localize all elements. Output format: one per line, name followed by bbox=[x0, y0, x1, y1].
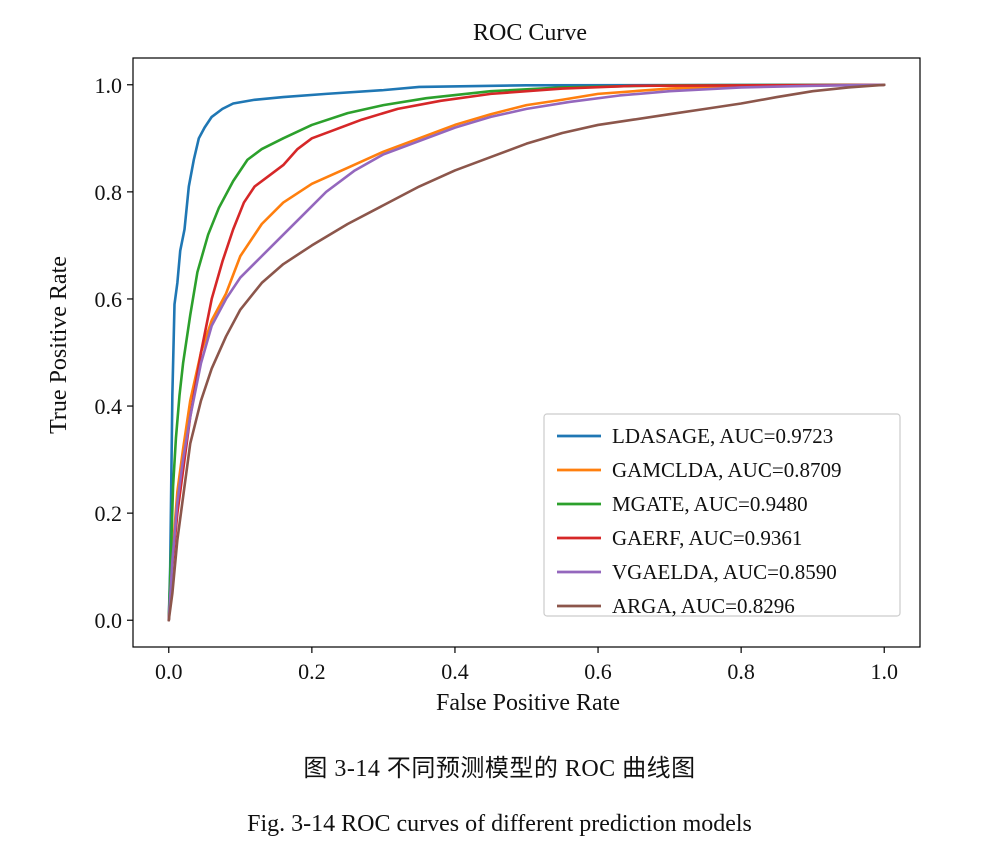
legend-items: LDASAGE, AUC=0.9723 GAMCLDA, AUC=0.8709 MG… bbox=[557, 424, 841, 618]
figure-caption-chinese: 图 3-14 不同预测模型的 ROC 曲线图 bbox=[303, 756, 696, 782]
x-tick-label: 0.8 bbox=[727, 659, 755, 684]
legend-box bbox=[543, 413, 901, 617]
y-axis-title: True Positive Rate bbox=[46, 256, 72, 434]
legend-label-1: LDASAGE, AUC=0.9723 bbox=[612, 424, 833, 448]
chart-title: ROC Curve bbox=[473, 20, 587, 46]
x-tick-label: 1.0 bbox=[870, 659, 898, 684]
y-tick-label: 0.4 bbox=[95, 394, 123, 419]
series-line-2 bbox=[167, 83, 886, 622]
legend-label-6: ARGA, AUC=0.8296 bbox=[612, 594, 795, 618]
legend-label-4: GAERF, AUC=0.9361 bbox=[612, 526, 802, 550]
series-line-6 bbox=[167, 83, 886, 622]
series-line-3 bbox=[167, 83, 886, 622]
series-line-1 bbox=[167, 83, 886, 622]
y-tick-label: 0.6 bbox=[95, 287, 123, 312]
ticks-layer: 0.0 0.2 0.4 0.6 0.8 1.0 0.0 0.2 0.4 0.6 0.8 1.0 bbox=[95, 73, 898, 684]
series-layer bbox=[167, 83, 886, 622]
x-tick-label: 0.2 bbox=[298, 659, 326, 684]
legend-label-2: GAMCLDA, AUC=0.8709 bbox=[612, 458, 841, 482]
figure-caption-english: Fig. 3-14 ROC curves of different predic… bbox=[247, 811, 752, 837]
roc-chart: ROC Curve 0.0 0.2 0.4 0.6 0.8 1.0 0.0 0.2 0.4 0.6… bbox=[46, 20, 921, 716]
y-tick-label: 0.8 bbox=[95, 180, 123, 205]
x-tick-label: 0.4 bbox=[441, 659, 469, 684]
x-tick-label: 0.6 bbox=[584, 659, 612, 684]
legend-label-3: MGATE, AUC=0.9480 bbox=[612, 492, 808, 516]
y-tick-label: 0.0 bbox=[95, 608, 123, 633]
y-tick-label: 0.2 bbox=[95, 501, 123, 526]
y-tick-label: 1.0 bbox=[95, 73, 123, 98]
legend-label-5: VGAELDA, AUC=0.8590 bbox=[612, 560, 837, 584]
x-tick-label: 0.0 bbox=[155, 659, 183, 684]
legend: LDASAGE, AUC=0.9723 GAMCLDA, AUC=0.8709 MG… bbox=[543, 413, 901, 618]
x-axis-title: False Positive Rate bbox=[436, 690, 620, 716]
series-line-5 bbox=[167, 83, 886, 622]
